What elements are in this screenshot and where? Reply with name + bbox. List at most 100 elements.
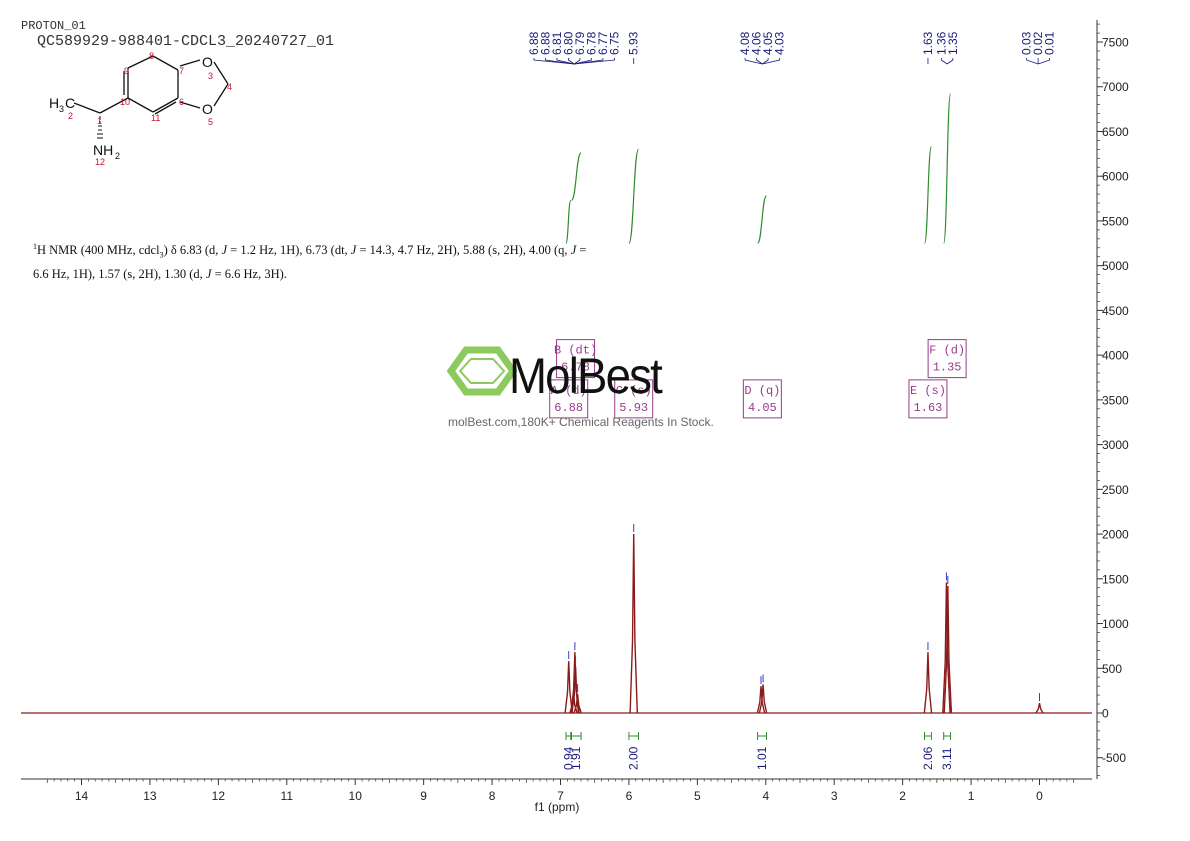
peak-ppm-label: 4.05 (761, 31, 775, 55)
integral-value-label: 2.06 (921, 746, 935, 770)
x-tick-label: 3 (831, 789, 838, 803)
integral-curve (570, 152, 582, 201)
summary-coupling-j: J (570, 243, 577, 258)
peak-ppm-label: 0.03 (1020, 31, 1034, 55)
peak-ppm-label: 6.81 (550, 31, 564, 55)
spectrum-peak (942, 582, 951, 714)
peak-label-connector (574, 58, 592, 65)
peak-label-connector (946, 58, 954, 65)
peak-ppm-label: 6.88 (527, 31, 541, 55)
peak-label-connector (556, 58, 575, 65)
atom-number-9: 9 (124, 66, 129, 76)
peak-ppm-label: 0.02 (1031, 31, 1045, 55)
multiplet-box: D (q) 4.05 (742, 379, 782, 419)
peak-ppm-label: 5.93 (627, 31, 641, 55)
y-tick-label: -500 (1102, 751, 1126, 765)
peak-label-connector (756, 58, 763, 65)
multiplet-shift: 6.88 (554, 401, 583, 415)
spectrum-peak (629, 534, 639, 714)
y-tick-label: 1000 (1102, 617, 1129, 631)
integral-curve (923, 146, 932, 244)
integral-curve (756, 195, 768, 244)
summary-part: = 6.6 Hz, 3H). (211, 266, 287, 281)
x-tick-label: 10 (349, 789, 363, 803)
integral-curve (565, 199, 572, 244)
spectrum-peak (943, 585, 953, 714)
oxygen-atom-5: O (202, 101, 213, 117)
spectrum-peak (756, 686, 766, 714)
amine-label: NH (93, 142, 113, 158)
peak-ppm-label: 6.77 (596, 31, 610, 55)
x-tick-label: 9 (420, 789, 427, 803)
summary-coupling-j: J (350, 243, 357, 258)
multiplet-frame (549, 379, 589, 419)
x-tick-label: 12 (212, 789, 226, 803)
atom-number-2: 2 (68, 111, 73, 121)
integral-value-label: 1.91 (569, 746, 583, 770)
peak-ppm-label: 4.08 (738, 31, 752, 55)
peak-ppm-label: 6.78 (584, 31, 598, 55)
multiplet-name: F (d) (929, 344, 965, 358)
y-tick-label: 6500 (1102, 125, 1129, 139)
atom-number-10: 10 (120, 97, 130, 107)
peak-label-connector (573, 58, 581, 65)
summary-part: = 14.3, 4.7 Hz, 2H), 5.88 (s, 2H), 4.00 … (356, 243, 571, 258)
header-line-1: PROTON_01 (21, 19, 86, 33)
peak-ppm-label: 1.35 (946, 31, 960, 55)
multiplet-box: C (s) 5.93 (614, 379, 654, 419)
amine-label-sub: 2 (115, 151, 120, 161)
summary-part: = 6.6 Hz, 1H), 1.57 (s, 2H), 1.30 (d, (33, 243, 587, 281)
atom-number-12: 12 (95, 157, 105, 167)
y-tick-label: 7500 (1102, 36, 1129, 50)
peak-ppm-label: 1.63 (921, 31, 935, 55)
atom-number-1: 1 (97, 116, 102, 126)
multiplet-shift: 6.78 (561, 361, 590, 375)
multiplet-frame (742, 379, 782, 419)
x-tick-label: 6 (626, 789, 633, 803)
y-tick-label: 0 (1102, 707, 1109, 721)
integral-value-label: 0.94 (561, 746, 575, 770)
peak-label-connector (744, 58, 763, 65)
peak-label-connector (574, 58, 615, 65)
peak-ppm-label: 6.88 (538, 31, 552, 55)
y-tick-label: 1500 (1102, 572, 1129, 586)
y-tick-label: 4500 (1102, 304, 1129, 318)
peak-ppm-label: 4.03 (773, 31, 787, 55)
atom-number-11: 11 (151, 113, 160, 123)
spectrum-peak (573, 694, 582, 714)
peak-label-connector (940, 58, 948, 65)
summary-part: ) δ 6.83 (d, (163, 243, 222, 258)
integral-value-label: 2.00 (627, 746, 641, 770)
y-tick-label: 500 (1102, 662, 1122, 676)
y-tick-label: 3500 (1102, 393, 1129, 407)
multiplet-box: B (dt) 6.78 (554, 339, 597, 379)
peak-label-connector (1037, 58, 1051, 65)
spectrum-peak (1035, 703, 1044, 714)
integral-value-label: 3.11 (940, 747, 954, 770)
nmr-summary-text: 1H NMR (400 MHz, cdcl3) δ 6.83 (d, J = 1… (33, 238, 593, 283)
atom-number-6: 6 (179, 97, 184, 107)
y-tick-label: 5500 (1102, 214, 1129, 228)
atom-number-8: 8 (149, 51, 154, 61)
multiplet-name: D (q) (744, 384, 780, 398)
multiplet-shift: 4.05 (748, 401, 777, 415)
peak-label-connector (533, 58, 575, 65)
y-tick-label: 5000 (1102, 259, 1129, 273)
atom-number-4: 4 (227, 82, 232, 92)
multiplet-shift: 1.63 (914, 401, 943, 415)
y-tick-label: 3000 (1102, 438, 1129, 452)
atom-number-7: 7 (179, 66, 184, 76)
peak-label-connector (545, 58, 575, 65)
multiplet-shift: 1.35 (933, 361, 962, 375)
multiplet-box: F (d) 1.35 (927, 339, 967, 379)
atom-number-3: 3 (208, 71, 213, 81)
multiplet-frame (927, 339, 967, 379)
x-tick-label: 5 (694, 789, 701, 803)
peak-label-connector (762, 58, 769, 65)
summary-part: = 1.2 Hz, 1H), 6.73 (dt, (227, 243, 351, 258)
summary-coupling-j: J (221, 243, 228, 258)
y-tick-label: 2500 (1102, 483, 1129, 497)
oxygen-atom-3: O (202, 54, 213, 70)
peak-ppm-label: 1.36 (934, 31, 948, 55)
